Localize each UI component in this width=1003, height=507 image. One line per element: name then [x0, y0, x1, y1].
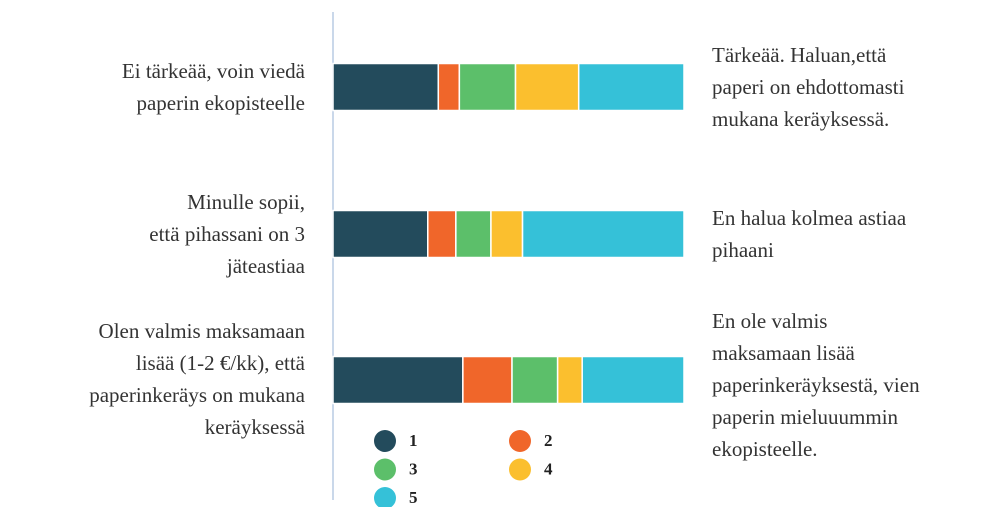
category-label: paperin ekopisteelle [136, 91, 305, 115]
bar-segment [455, 209, 492, 259]
right-label: mukana keräyksessä. [712, 107, 889, 131]
bar-segment [462, 355, 513, 405]
legend-label: 4 [544, 459, 553, 478]
legend-marker [374, 458, 396, 481]
category-label: Ei tärkeää, voin viedä [122, 59, 306, 83]
category-label: jäteastiaa [226, 254, 306, 278]
category-label: paperinkeräys on mukana [89, 383, 305, 407]
bar-segment [511, 355, 559, 405]
bar-segment [437, 62, 461, 112]
legend-marker [374, 430, 396, 452]
right-label: Tärkeää. Haluan,että [712, 43, 887, 67]
right-label: ekopisteelle. [712, 437, 818, 461]
legend-label: 3 [409, 459, 418, 478]
right-label: maksamaan lisää [712, 341, 856, 365]
bar-segment [332, 62, 440, 112]
right-label: paperi on ehdottomasti [712, 75, 905, 99]
bar-segment [427, 209, 457, 259]
bar-segment [490, 209, 524, 259]
right-label: En halua kolmea astiaa [712, 206, 907, 230]
right-label: paperinkeräyksestä, vien [712, 373, 920, 397]
bar-segment [521, 209, 685, 259]
bar-segment [577, 62, 685, 112]
bar-segment [581, 355, 685, 405]
category-label: Olen valmis maksamaan [99, 319, 306, 343]
bar-segment [332, 355, 464, 405]
bar-segment [514, 62, 580, 112]
legend-marker [374, 487, 396, 507]
legend-marker [509, 458, 531, 481]
legend-label: 2 [544, 431, 553, 450]
bar-segment [458, 62, 517, 112]
right-label: En ole valmis [712, 309, 827, 333]
bar-segment [556, 355, 583, 405]
right-label: paperin mieluuummin [712, 405, 899, 429]
legend-label: 1 [409, 431, 418, 450]
legend-marker [509, 430, 531, 452]
category-label: että pihassani on 3 [149, 222, 305, 246]
bar-segment [332, 209, 429, 259]
category-label: lisää (1-2 €/kk), että [136, 351, 306, 375]
right-label: pihaani [712, 238, 774, 262]
legend-label: 5 [409, 488, 418, 507]
category-label: keräyksessä [205, 415, 306, 439]
category-label: Minulle sopii, [187, 190, 305, 214]
